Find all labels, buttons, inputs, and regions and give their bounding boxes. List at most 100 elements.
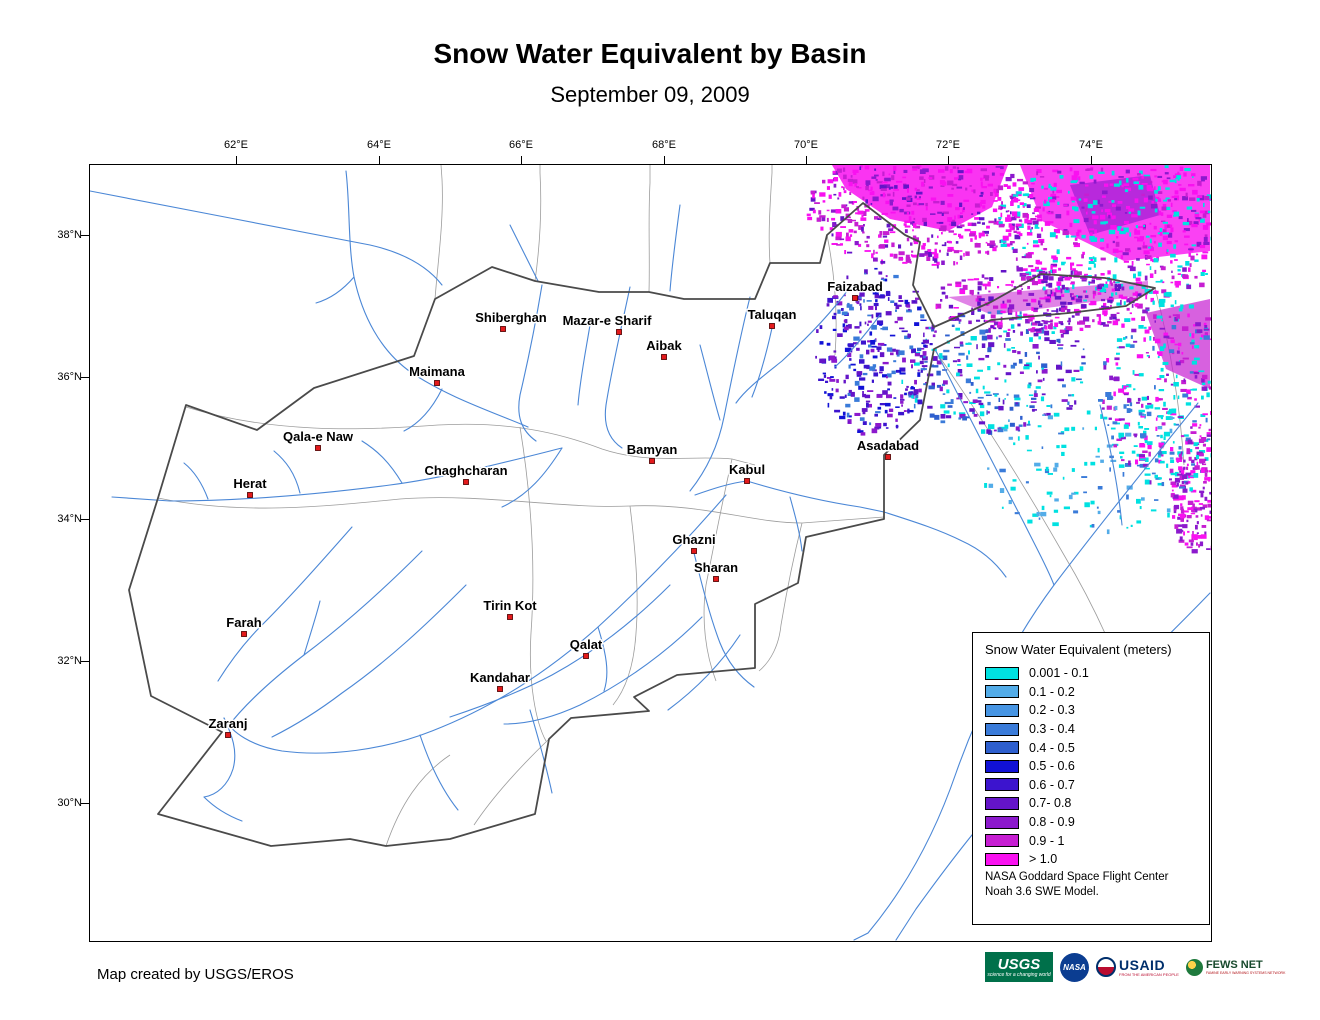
legend-swatch <box>985 703 1019 717</box>
city-marker <box>885 454 891 460</box>
legend-label: 0.6 - 0.7 <box>1029 777 1075 792</box>
axis-tick <box>81 235 89 236</box>
legend-label: 0.2 - 0.3 <box>1029 703 1075 718</box>
city-marker <box>769 323 775 329</box>
map-subtitle: September 09, 2009 <box>550 82 750 107</box>
city-label: Farah <box>226 615 261 630</box>
legend-swatch <box>985 796 1019 810</box>
fewsnet-logo: FEWS NET FAMINE EARLY WARNING SYSTEMS NE… <box>1185 958 1286 976</box>
afghanistan-border <box>128 202 1156 847</box>
legend-label: 0.1 - 0.2 <box>1029 684 1075 699</box>
city-label: Ghazni <box>672 532 715 547</box>
lat-label: 32°N <box>57 655 82 667</box>
city-label: Qala-e Naw <box>283 429 354 444</box>
city-marker <box>661 354 667 360</box>
legend-label: 0.7- 0.8 <box>1029 796 1072 811</box>
city-label: Chaghcharan <box>424 463 507 478</box>
lat-label: 36°N <box>57 371 82 383</box>
nasa-logo-text: NASA <box>1063 962 1086 972</box>
axis-tick <box>81 377 89 378</box>
city-label: Tirin Kot <box>483 598 537 613</box>
usaid-logo-text: USAID <box>1119 956 1166 973</box>
legend-label: 0.5 - 0.6 <box>1029 759 1075 774</box>
axis-tick <box>948 156 949 164</box>
lat-label: 34°N <box>57 513 82 525</box>
city-marker <box>583 653 589 659</box>
city-marker <box>744 478 750 484</box>
usgs-logo-tagline: science for a changing world <box>987 971 1051 978</box>
city-marker <box>691 548 697 554</box>
axis-tick <box>806 156 807 164</box>
lat-label: 38°N <box>57 229 82 241</box>
city-marker <box>852 295 858 301</box>
legend-label: 0.001 - 0.1 <box>1029 666 1089 681</box>
map-title: Snow Water Equivalent by Basin <box>433 38 867 69</box>
city-label: Mazar-e Sharif <box>563 313 653 328</box>
city-label: Faizabad <box>827 279 883 294</box>
globe-icon <box>1185 958 1203 976</box>
usaid-logo: USAID FROM THE AMERICAN PEOPLE <box>1096 957 1179 977</box>
city-marker <box>507 614 513 620</box>
legend-label: 0.4 - 0.5 <box>1029 740 1075 755</box>
city-marker <box>315 445 321 451</box>
city-label: Maimana <box>409 364 465 379</box>
logo-strip: USGS science for a changing world NASA U… <box>985 952 1285 982</box>
lat-label: 30°N <box>57 797 82 809</box>
city-marker <box>434 380 440 386</box>
city-marker <box>241 631 247 637</box>
legend-swatch <box>985 815 1019 829</box>
map-frame: Faizabad Taluqan Mazar-e Sharif Shiberghan A… <box>89 164 1212 942</box>
lon-label: 66°E <box>509 139 533 151</box>
city-label: Kandahar <box>470 670 530 685</box>
legend-row: 0.9 - 1 <box>985 831 1197 850</box>
city-marker <box>649 458 655 464</box>
city-label: Herat <box>233 476 267 491</box>
legend-row: 0.4 - 0.5 <box>985 738 1197 757</box>
city-label: Shiberghan <box>475 310 547 325</box>
legend-row: 0.3 - 0.4 <box>985 720 1197 739</box>
lon-label: 70°E <box>794 139 818 151</box>
lon-label: 68°E <box>652 139 676 151</box>
basin-map: Faizabad Taluqan Mazar-e Sharif Shiberghan A… <box>90 165 1211 941</box>
city-marker <box>497 686 503 692</box>
legend-title: Snow Water Equivalent (meters) <box>985 642 1172 657</box>
legend-swatch <box>985 834 1019 848</box>
legend-row: 0.2 - 0.3 <box>985 701 1197 720</box>
lon-label: 72°E <box>936 139 960 151</box>
city-label: Asadabad <box>857 438 919 453</box>
legend-swatch <box>985 741 1019 755</box>
legend-row: > 1.0 <box>985 850 1197 869</box>
legend-row: 0.6 - 0.7 <box>985 776 1197 795</box>
legend-label: 0.3 - 0.4 <box>1029 722 1075 737</box>
legend-swatch <box>985 685 1019 699</box>
fewsnet-logo-text: FEWS NET <box>1205 958 1263 971</box>
legend-source-line1: NASA Goddard Space Flight Center <box>985 870 1169 883</box>
city-marker <box>463 479 469 485</box>
city-label: Aibak <box>646 338 682 353</box>
legend-source-line2: Noah 3.6 SWE Model. <box>985 886 1099 899</box>
legend-swatch <box>985 722 1019 736</box>
fewsnet-logo-tagline: FAMINE EARLY WARNING SYSTEMS NETWORK <box>1205 970 1286 975</box>
city-marker <box>247 492 253 498</box>
snow-cover <box>806 165 1211 554</box>
legend-row: 0.5 - 0.6 <box>985 757 1197 776</box>
usgs-logo: USGS science for a changing world <box>985 952 1053 982</box>
cities: Faizabad Taluqan Mazar-e Sharif Shiberghan A… <box>207 278 921 738</box>
legend-row: 0.8 - 0.9 <box>985 813 1197 832</box>
usgs-logo-text: USGS <box>997 955 1041 973</box>
legend-label: > 1.0 <box>1029 852 1058 867</box>
usaid-logo-tagline: FROM THE AMERICAN PEOPLE <box>1119 971 1179 977</box>
city-marker <box>616 329 622 335</box>
axis-tick <box>236 156 237 164</box>
axis-tick <box>81 803 89 804</box>
lon-label: 62°E <box>224 139 248 151</box>
city-marker <box>225 732 231 738</box>
lon-label: 74°E <box>1079 139 1103 151</box>
axis-tick <box>81 519 89 520</box>
axis-tick <box>1091 156 1092 164</box>
city-label: Qalat <box>570 637 603 652</box>
legend-rows: 0.001 - 0.1 0.1 - 0.2 0.2 - 0.3 0.3 - 0.4 0.… <box>985 664 1197 869</box>
nasa-logo: NASA <box>1060 952 1089 982</box>
city-label: Taluqan <box>748 307 797 322</box>
